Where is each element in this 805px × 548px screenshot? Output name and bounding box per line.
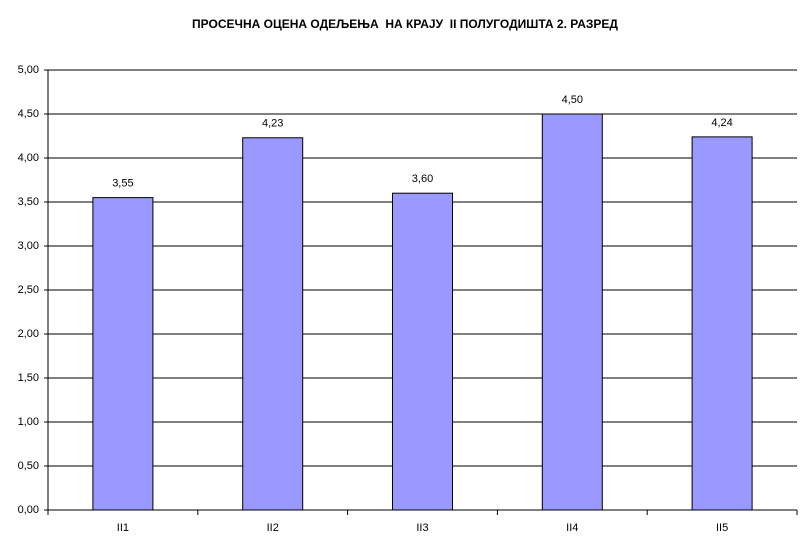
y-tick-label: 0,00 — [18, 504, 39, 516]
bar — [392, 192, 453, 511]
value-label: 3,60 — [412, 173, 433, 185]
y-tick-label: 2,50 — [18, 284, 39, 296]
bar — [92, 197, 154, 511]
y-tick-label: 4,00 — [18, 152, 39, 164]
x-tick-label: II1 — [117, 522, 129, 534]
x-tick-label: II3 — [416, 522, 428, 534]
y-tick-label: 3,50 — [18, 196, 39, 208]
bar — [691, 136, 753, 511]
bar — [242, 137, 304, 511]
y-tick-label: 4,50 — [18, 108, 39, 120]
value-label: 3,55 — [112, 178, 133, 190]
y-tick-label: 1,50 — [18, 372, 39, 384]
x-tick-label: II5 — [716, 522, 728, 534]
value-label: 4,50 — [562, 94, 583, 106]
value-label: 4,23 — [262, 118, 283, 130]
bar — [541, 113, 603, 511]
x-tick-label: II4 — [566, 522, 578, 534]
y-tick-label: 3,00 — [18, 240, 39, 252]
chart-title: ПРОСЕЧНА ОЦЕНА ОДЕЉЕЊА НА КРАЈУ II ПОЛУГ… — [192, 17, 618, 31]
x-tick-label: II2 — [267, 522, 279, 534]
value-label: 4,24 — [711, 117, 732, 129]
y-tick-label: 2,00 — [18, 328, 39, 340]
y-tick-label: 1,00 — [18, 416, 39, 428]
y-tick-label: 0,50 — [18, 460, 39, 472]
y-tick-label: 5,00 — [18, 64, 39, 76]
